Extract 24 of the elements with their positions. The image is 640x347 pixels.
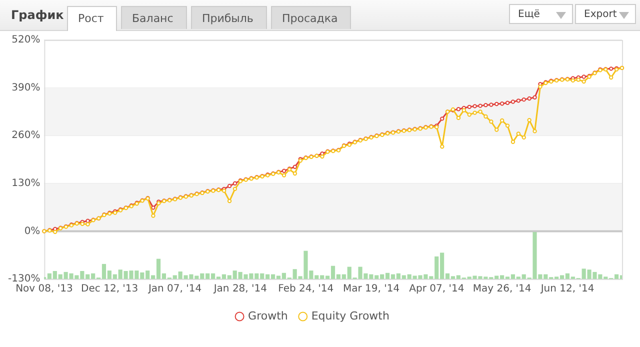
text: Ещё bbox=[518, 9, 540, 20]
x-tick-label: Nov 08, '13 bbox=[16, 284, 73, 295]
x-tick-label: Jan 28, '14 bbox=[212, 284, 268, 295]
x-tick-label: Dec 12, '13 bbox=[81, 284, 138, 295]
text: Баланс bbox=[121, 6, 187, 29]
legend-label: Growth bbox=[248, 309, 288, 322]
x-tick-label: Jan 07, '14 bbox=[147, 284, 202, 295]
text: Прибыль bbox=[191, 6, 267, 29]
y-tick-label: 130% bbox=[12, 178, 40, 189]
text: Export bbox=[584, 9, 617, 20]
text: Рост bbox=[67, 6, 117, 31]
x-tick-label: Jun 12, '14 bbox=[540, 284, 594, 295]
x-tick-label: May 26, '14 bbox=[472, 284, 532, 295]
y-tick-label: 520% bbox=[12, 34, 40, 46]
chart-title: График bbox=[11, 8, 64, 22]
y-tick-label: 260% bbox=[12, 130, 40, 142]
y-tick-label: -130% bbox=[8, 274, 40, 285]
x-tick-label: Feb 24, '14 bbox=[278, 284, 334, 295]
y-tick-label: 0% bbox=[24, 226, 40, 237]
text: Просадка bbox=[271, 6, 351, 29]
legend-label: Equity Growth bbox=[311, 309, 390, 322]
x-tick-label: Mar 19, '14 bbox=[342, 284, 400, 295]
y-tick-label: 390% bbox=[12, 82, 40, 94]
x-tick-label: Apr 07, '14 bbox=[409, 284, 464, 295]
